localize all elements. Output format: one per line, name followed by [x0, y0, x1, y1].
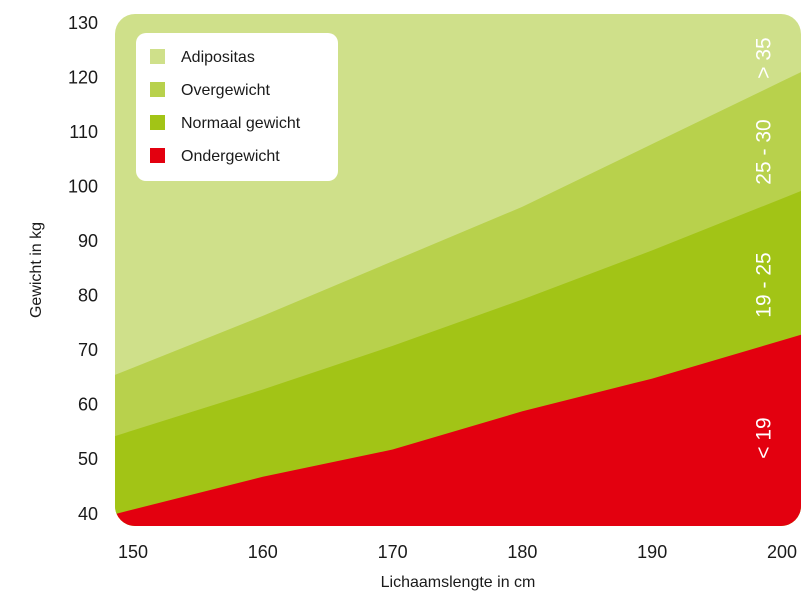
legend-swatch-overgewicht	[150, 82, 165, 97]
zone-label-adipositas: > 35	[753, 37, 776, 78]
legend-label-ondergewicht: Ondergewicht	[181, 148, 280, 165]
legend: Adipositas Overgewicht Normaal gewicht O…	[136, 33, 338, 181]
y-axis: 40 50 60 70 80 90 100 110 120 130	[68, 13, 98, 524]
y-tick-label: 60	[78, 395, 98, 415]
legend-swatch-normaal-gewicht	[150, 115, 165, 130]
x-tick-label: 190	[637, 542, 667, 562]
zone-label-overgewicht: 25 - 30	[753, 119, 776, 184]
x-tick-label: 160	[248, 542, 278, 562]
legend-label-normaal-gewicht: Normaal gewicht	[181, 115, 301, 132]
y-tick-label: 100	[68, 176, 98, 196]
zone-label-normaal-gewicht: 19 - 25	[753, 252, 776, 317]
y-tick-label: 130	[68, 13, 98, 33]
y-tick-label: 40	[78, 504, 98, 524]
plot-area	[115, 14, 801, 526]
y-tick-label: 70	[78, 340, 98, 360]
x-tick-label: 170	[378, 542, 408, 562]
legend-label-adipositas: Adipositas	[181, 49, 255, 66]
band-ondergewicht	[115, 334, 801, 526]
legend-swatch-adipositas	[150, 49, 165, 64]
zone-label-ondergewicht: < 19	[753, 417, 776, 458]
y-axis-title: Gewicht in kg	[28, 222, 45, 318]
y-tick-label: 50	[78, 449, 98, 469]
legend-box	[136, 33, 338, 181]
y-tick-label: 110	[69, 122, 98, 142]
x-tick-label: 150	[118, 542, 148, 562]
legend-label-overgewicht: Overgewicht	[181, 82, 270, 99]
x-axis-title: Lichaamslengte in cm	[381, 574, 536, 591]
x-axis: 150 160 170 180 190 200	[118, 542, 797, 562]
legend-swatch-ondergewicht	[150, 148, 165, 163]
x-tick-label: 180	[507, 542, 537, 562]
y-tick-label: 120	[68, 67, 98, 87]
y-tick-label: 80	[78, 286, 98, 306]
y-tick-label: 90	[78, 231, 98, 251]
x-tick-label: 200	[767, 542, 797, 562]
